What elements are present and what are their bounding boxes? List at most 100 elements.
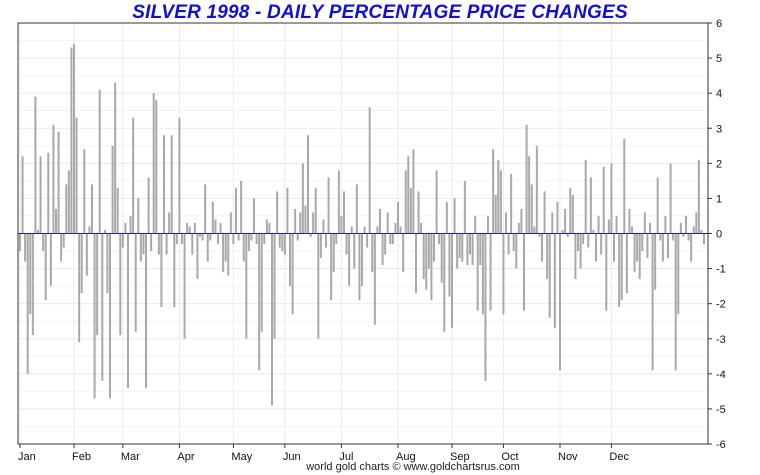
bar	[65, 184, 68, 234]
y-tick-label: 2	[716, 158, 722, 170]
bar	[85, 233, 88, 276]
bar	[587, 233, 590, 248]
bar	[394, 222, 397, 234]
bar	[343, 191, 345, 234]
bar	[456, 233, 459, 269]
bar	[348, 233, 351, 287]
bar	[363, 226, 366, 234]
bar	[204, 184, 207, 234]
bar	[595, 233, 597, 262]
bar	[607, 219, 610, 234]
bar	[98, 89, 101, 234]
bar	[458, 233, 461, 259]
bar	[273, 233, 276, 339]
bar	[638, 233, 641, 280]
bar	[695, 212, 698, 234]
bar	[602, 166, 605, 234]
bar	[443, 233, 446, 332]
bar	[654, 233, 657, 290]
bar	[96, 233, 99, 336]
bar	[211, 201, 214, 234]
bar	[37, 229, 39, 234]
bar	[330, 233, 333, 301]
bar	[152, 93, 155, 234]
bar	[235, 187, 237, 234]
bar	[425, 233, 428, 290]
y-axis-ticks: -6 -5 -4 -3 -2 -1 0 1 2 3 4 5 6	[708, 18, 726, 451]
bar	[656, 177, 659, 234]
bar	[271, 233, 273, 406]
bar	[685, 215, 687, 234]
bar	[471, 233, 474, 266]
bar	[296, 233, 299, 241]
bar	[445, 201, 448, 234]
bar	[186, 222, 189, 234]
bar	[247, 233, 250, 252]
bar	[433, 233, 435, 262]
bar	[361, 233, 363, 287]
bar	[677, 233, 680, 315]
bar	[420, 222, 423, 234]
x-tick-label-mar: Mar	[121, 451, 140, 463]
bar	[21, 156, 24, 234]
x-tick-label-nov: Nov	[558, 451, 578, 463]
y-tick-label: 1	[716, 193, 722, 205]
bar	[381, 233, 384, 266]
bar	[70, 47, 73, 234]
bar	[73, 44, 75, 234]
bar	[643, 212, 646, 234]
bar	[682, 233, 685, 238]
bar	[139, 233, 142, 262]
bar	[88, 226, 91, 234]
bar	[646, 233, 649, 259]
x-tick-label-jan: Jan	[18, 451, 36, 463]
bar	[39, 156, 42, 234]
bar	[132, 117, 135, 234]
bar	[463, 180, 466, 234]
bar	[438, 233, 441, 245]
bar	[137, 198, 140, 234]
bar	[641, 233, 644, 252]
bar	[294, 208, 297, 234]
bar	[155, 100, 158, 234]
bar	[337, 170, 340, 234]
bar	[497, 159, 500, 234]
bar	[260, 233, 263, 332]
bar	[487, 215, 489, 234]
bar	[553, 233, 556, 329]
bar	[451, 233, 453, 329]
bar	[700, 229, 703, 234]
bar	[484, 233, 487, 381]
bar	[679, 222, 682, 234]
bar	[129, 215, 132, 234]
bar	[417, 191, 420, 234]
y-tick-label: 5	[716, 53, 722, 65]
x-tick-label-jul: Jul	[339, 451, 353, 463]
x-tick-label-apr: Apr	[177, 451, 194, 463]
bar	[600, 233, 603, 255]
bar	[24, 233, 27, 262]
bar	[389, 233, 392, 245]
bar	[384, 233, 387, 255]
bar	[60, 233, 63, 262]
bar	[350, 226, 353, 234]
bar	[667, 233, 669, 259]
bar	[538, 233, 541, 238]
bar	[615, 215, 618, 234]
bar	[299, 212, 302, 234]
bar	[327, 177, 330, 234]
bar	[165, 233, 168, 255]
bar	[474, 215, 477, 234]
x-axis-ticks: Jan Feb Mar Apr May Jun Jul Aug Sep Oct Nov Dec	[18, 444, 629, 463]
bar	[332, 233, 335, 273]
bar	[222, 233, 225, 273]
bar	[289, 233, 291, 287]
bar	[268, 222, 271, 234]
bar	[52, 124, 55, 234]
bar	[42, 233, 45, 252]
bar	[412, 149, 415, 234]
bar	[44, 233, 47, 301]
bar	[355, 184, 358, 234]
bar	[505, 212, 507, 234]
